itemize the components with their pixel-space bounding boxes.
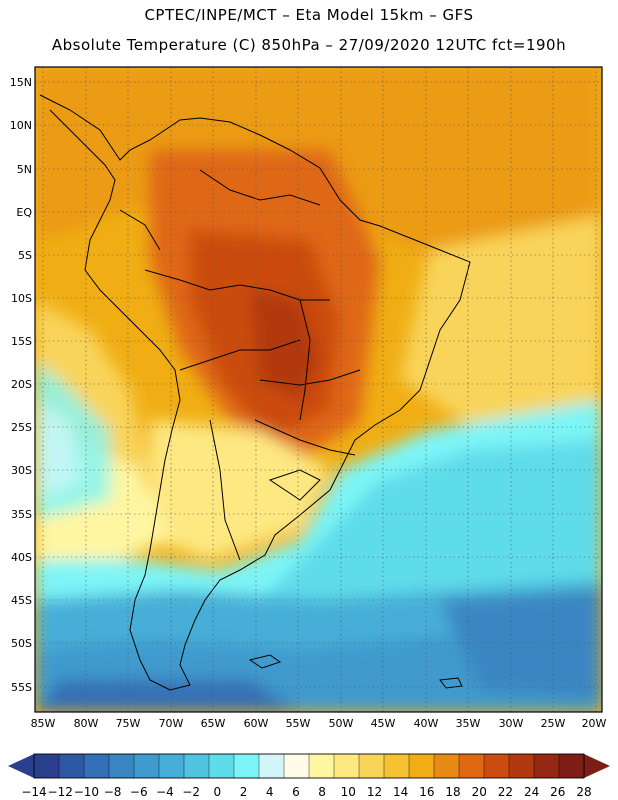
colorbar-label: −10 bbox=[74, 785, 99, 799]
lon-label: 50W bbox=[329, 717, 354, 730]
latitude-labels: 15N 10N 5N EQ 5S 10S 15S 20S 25S 30S 35S… bbox=[10, 76, 33, 694]
map-frame bbox=[34, 66, 603, 713]
colorbar-labels: −14 −12 −10 −8 −6 −4 −2 0 2 4 6 8 10 12 14 16 18 20 22 24 26… bbox=[21, 785, 591, 799]
colorbar-cell bbox=[458, 753, 485, 779]
colorbar-cell bbox=[183, 753, 210, 779]
colorbar-cell bbox=[483, 753, 510, 779]
lat-label: 40S bbox=[11, 551, 32, 564]
colorbar-cell bbox=[383, 753, 410, 779]
colorbar-cell bbox=[508, 753, 535, 779]
lat-label: 10N bbox=[10, 119, 32, 132]
lon-label: 65W bbox=[201, 717, 226, 730]
colorbar-cell bbox=[358, 753, 385, 779]
colorbar-label: −6 bbox=[130, 785, 148, 799]
lon-label: 45W bbox=[371, 717, 396, 730]
colorbar-label: 26 bbox=[550, 785, 565, 799]
colorbar-cell bbox=[133, 753, 160, 779]
colorbar-label: 24 bbox=[524, 785, 539, 799]
lat-label: 15S bbox=[11, 335, 32, 348]
colorbar-label: 6 bbox=[292, 785, 300, 799]
lat-label: 30S bbox=[11, 464, 32, 477]
lon-label: 55W bbox=[286, 717, 311, 730]
colorbar-cell bbox=[33, 753, 60, 779]
lon-label: 75W bbox=[116, 717, 141, 730]
colorbar-label: 20 bbox=[472, 785, 487, 799]
lon-label: 70W bbox=[159, 717, 184, 730]
lat-label: 15N bbox=[10, 76, 32, 89]
colorbar-label: 0 bbox=[214, 785, 222, 799]
colorbar-cell bbox=[58, 753, 85, 779]
colorbar-label: 4 bbox=[266, 785, 274, 799]
lon-label: 60W bbox=[244, 717, 269, 730]
colorbar-cell bbox=[558, 753, 585, 779]
lon-label: 20W bbox=[582, 717, 607, 730]
lon-label: 85W bbox=[31, 717, 56, 730]
colorbar-high-arrow bbox=[584, 754, 610, 778]
colorbar-cells bbox=[33, 753, 585, 779]
lon-label: 80W bbox=[74, 717, 99, 730]
longitude-labels: 85W 80W 75W 70W 65W 60W 55W 50W 45W 40W … bbox=[31, 717, 607, 730]
lon-label: 35W bbox=[456, 717, 481, 730]
colorbar-label: −14 bbox=[21, 785, 46, 799]
lat-label: 45S bbox=[11, 594, 32, 607]
colorbar-cell bbox=[233, 753, 260, 779]
colorbar-label: −12 bbox=[48, 785, 73, 799]
lat-label: 35S bbox=[11, 508, 32, 521]
graticule bbox=[35, 67, 602, 712]
colorbar-cell bbox=[83, 753, 110, 779]
colorbar-cell bbox=[433, 753, 460, 779]
colorbar-label: 8 bbox=[318, 785, 326, 799]
lon-label: 25W bbox=[541, 717, 566, 730]
colorbar-cell bbox=[108, 753, 135, 779]
colorbar-cell bbox=[283, 753, 310, 779]
lat-label: 55S bbox=[11, 681, 32, 694]
colorbar: −14 −12 −10 −8 −6 −4 −2 0 2 4 6 8 10 12 14 16 18 20 22 24 26… bbox=[8, 753, 610, 799]
coastlines bbox=[39, 94, 471, 691]
colorbar-label: −4 bbox=[156, 785, 174, 799]
colorbar-cell bbox=[158, 753, 185, 779]
colorbar-label: 12 bbox=[367, 785, 382, 799]
lat-label: 25S bbox=[11, 421, 32, 434]
colorbar-cell bbox=[308, 753, 335, 779]
colorbar-cell bbox=[258, 753, 285, 779]
colorbar-cell bbox=[208, 753, 235, 779]
colorbar-label: 14 bbox=[393, 785, 408, 799]
temperature-field bbox=[35, 67, 602, 712]
lat-label: EQ bbox=[16, 206, 32, 219]
colorbar-label: 22 bbox=[498, 785, 513, 799]
colorbar-label: −8 bbox=[104, 785, 122, 799]
lon-label: 40W bbox=[414, 717, 439, 730]
colorbar-label: 28 bbox=[576, 785, 591, 799]
colorbar-cell bbox=[333, 753, 360, 779]
colorbar-cell bbox=[533, 753, 560, 779]
colorbar-low-arrow bbox=[8, 754, 34, 778]
lat-label: 50S bbox=[11, 637, 32, 650]
colorbar-label: 10 bbox=[341, 785, 356, 799]
lat-label: 5N bbox=[17, 163, 32, 176]
lat-label: 20S bbox=[11, 378, 32, 391]
colorbar-label: 2 bbox=[240, 785, 248, 799]
title-line-1: CPTEC/INPE/MCT – Eta Model 15km – GFS bbox=[144, 6, 474, 24]
title-line-2: Absolute Temperature (C) 850hPa – 27/09/… bbox=[51, 36, 567, 54]
lat-label: 5S bbox=[18, 249, 32, 262]
colorbar-label: 16 bbox=[419, 785, 434, 799]
lon-label: 30W bbox=[499, 717, 524, 730]
colorbar-label: 18 bbox=[445, 785, 460, 799]
colorbar-label: −2 bbox=[182, 785, 200, 799]
lat-label: 10S bbox=[11, 292, 32, 305]
colorbar-cell bbox=[408, 753, 435, 779]
